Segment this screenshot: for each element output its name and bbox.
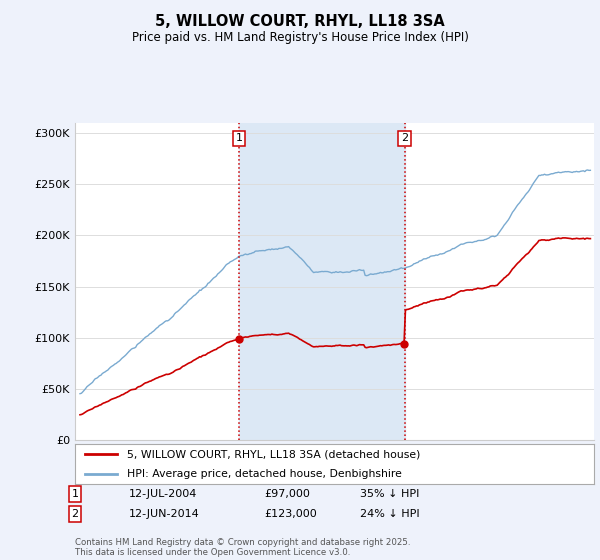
Text: 2: 2 — [71, 509, 79, 519]
Text: 12-JUN-2014: 12-JUN-2014 — [129, 509, 200, 519]
Text: HPI: Average price, detached house, Denbighshire: HPI: Average price, detached house, Denb… — [127, 469, 402, 479]
Text: 5, WILLOW COURT, RHYL, LL18 3SA: 5, WILLOW COURT, RHYL, LL18 3SA — [155, 14, 445, 29]
Bar — [239, 123, 404, 440]
Text: £123,000: £123,000 — [264, 509, 317, 519]
Text: Price paid vs. HM Land Registry's House Price Index (HPI): Price paid vs. HM Land Registry's House … — [131, 31, 469, 44]
Text: 1: 1 — [71, 489, 79, 499]
Text: 24% ↓ HPI: 24% ↓ HPI — [360, 509, 419, 519]
Text: 12-JUL-2004: 12-JUL-2004 — [129, 489, 197, 499]
Text: 35% ↓ HPI: 35% ↓ HPI — [360, 489, 419, 499]
Text: Contains HM Land Registry data © Crown copyright and database right 2025.
This d: Contains HM Land Registry data © Crown c… — [75, 538, 410, 557]
Text: 1: 1 — [236, 133, 243, 143]
Text: 2: 2 — [401, 133, 408, 143]
Text: £97,000: £97,000 — [264, 489, 310, 499]
Text: 5, WILLOW COURT, RHYL, LL18 3SA (detached house): 5, WILLOW COURT, RHYL, LL18 3SA (detache… — [127, 449, 420, 459]
